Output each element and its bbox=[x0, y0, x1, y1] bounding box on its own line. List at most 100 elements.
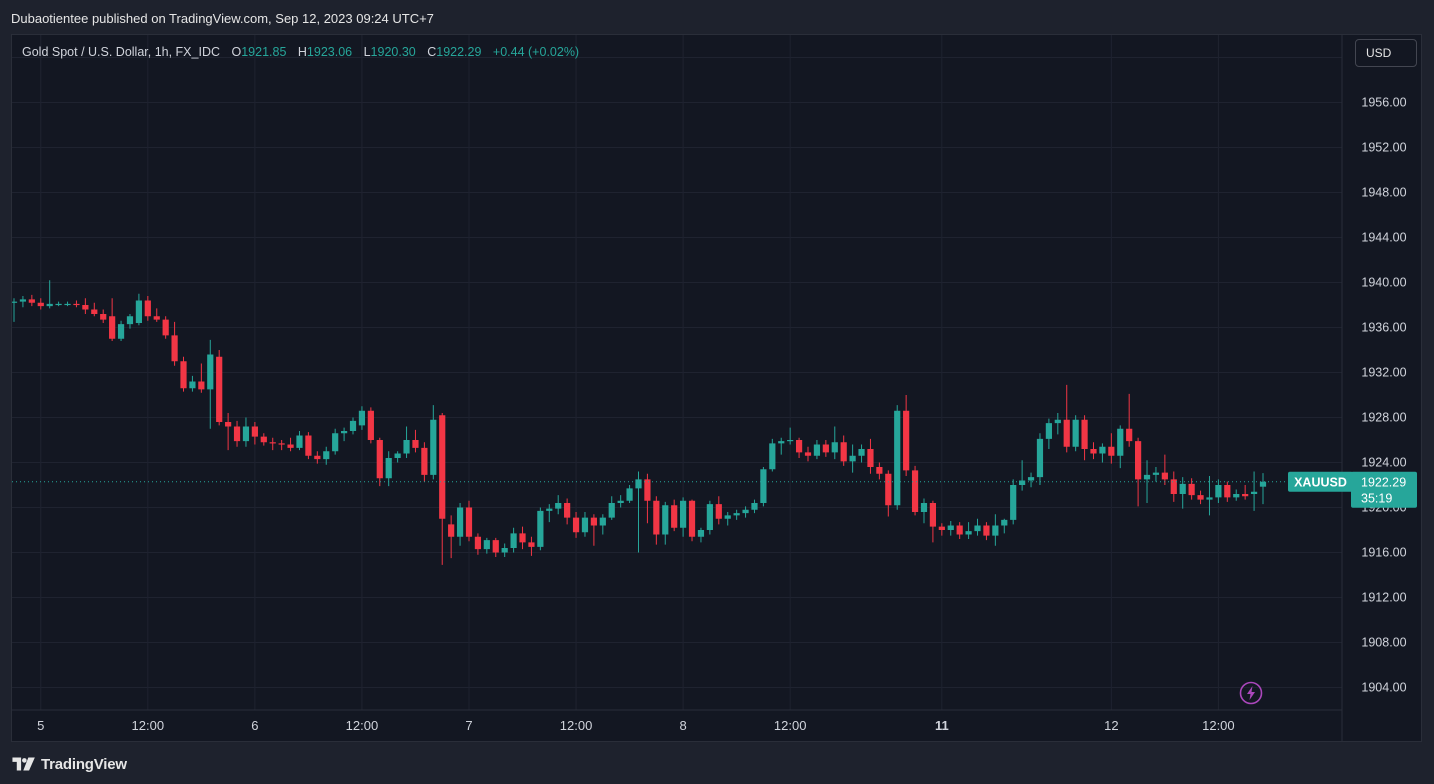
candle bbox=[778, 437, 785, 455]
candle-body bbox=[760, 469, 767, 503]
candle-body bbox=[608, 503, 615, 518]
candle-body bbox=[323, 451, 330, 460]
candle-body bbox=[1010, 485, 1017, 520]
y-tick-label: 1936.00 bbox=[1361, 321, 1406, 335]
candle bbox=[599, 514, 606, 535]
candle-body bbox=[501, 548, 508, 553]
tradingview-logo-icon[interactable] bbox=[11, 756, 37, 772]
last-price-value: 1922.29 bbox=[1361, 476, 1406, 490]
candle-body bbox=[82, 305, 89, 310]
candle-body bbox=[1188, 483, 1195, 496]
candle-body bbox=[492, 540, 499, 553]
x-tick-label: 7 bbox=[465, 718, 472, 733]
candle bbox=[1019, 460, 1026, 491]
candle bbox=[225, 413, 232, 451]
candle bbox=[367, 407, 374, 444]
candle-body bbox=[581, 517, 589, 533]
candle bbox=[1063, 384, 1070, 453]
chart-frame[interactable]: 1904.001908.001912.001916.001920.001924.… bbox=[11, 34, 1422, 742]
candle-body bbox=[733, 513, 740, 516]
candle bbox=[385, 451, 392, 487]
candle bbox=[1072, 415, 1079, 452]
bar-countdown: 35:19 bbox=[1361, 492, 1392, 506]
candle-body bbox=[233, 426, 241, 442]
candle-body bbox=[198, 381, 205, 390]
candle bbox=[162, 316, 169, 339]
candle-body bbox=[1233, 494, 1240, 498]
x-tick-label: 12:00 bbox=[560, 718, 593, 733]
candle-body bbox=[1081, 419, 1088, 449]
candle-body bbox=[1054, 419, 1061, 424]
candle-body bbox=[216, 356, 223, 422]
candle bbox=[822, 440, 829, 457]
candle-body bbox=[849, 455, 856, 462]
candle-body bbox=[929, 503, 937, 527]
y-tick-label: 1904.00 bbox=[1361, 681, 1406, 695]
high-label: H bbox=[297, 45, 307, 59]
candle-body bbox=[1135, 441, 1142, 480]
candle-body bbox=[795, 440, 803, 453]
candle bbox=[769, 438, 776, 472]
candle bbox=[483, 537, 490, 554]
x-tick-label: 11 bbox=[935, 718, 949, 733]
candle-body bbox=[1179, 483, 1186, 494]
candle bbox=[19, 296, 27, 308]
candle bbox=[1090, 442, 1097, 460]
candle-body bbox=[1108, 446, 1115, 456]
candle-body bbox=[1019, 480, 1026, 485]
candle-body bbox=[153, 316, 160, 320]
candle-body bbox=[617, 500, 624, 503]
symbol-tag-bg bbox=[1288, 471, 1353, 492]
candle bbox=[992, 514, 999, 546]
symbol-tag: XAUUSD bbox=[1294, 476, 1347, 490]
candle bbox=[216, 350, 223, 426]
candle bbox=[109, 298, 116, 341]
candle bbox=[448, 515, 455, 559]
low-value: 1920.30 bbox=[370, 45, 416, 59]
candle-body bbox=[546, 508, 553, 511]
candle-body bbox=[983, 525, 990, 536]
candle-body bbox=[858, 449, 865, 456]
candle bbox=[920, 498, 928, 524]
candle-body bbox=[519, 533, 526, 543]
candle bbox=[55, 301, 62, 307]
currency-button[interactable]: USD bbox=[1355, 39, 1417, 67]
candle bbox=[207, 339, 214, 429]
low-label: L bbox=[363, 45, 371, 59]
candle-body bbox=[385, 458, 392, 479]
x-tick-label: 5 bbox=[37, 718, 44, 733]
candle bbox=[403, 426, 410, 458]
symbol-description[interactable]: Gold Spot / U.S. Dollar, 1h, FX_IDC bbox=[22, 45, 220, 59]
candle bbox=[189, 375, 196, 392]
candle-body bbox=[599, 517, 606, 526]
candle bbox=[305, 432, 312, 460]
candle-body bbox=[894, 410, 901, 506]
candle-body bbox=[938, 526, 945, 530]
candle-body bbox=[564, 503, 571, 518]
candle bbox=[680, 497, 687, 537]
x-tick-label: 12:00 bbox=[346, 718, 379, 733]
candle-body bbox=[626, 488, 633, 501]
lightning-bolt-icon[interactable] bbox=[1239, 681, 1263, 705]
tradingview-brand[interactable]: TradingView bbox=[41, 755, 127, 773]
candle-body bbox=[885, 473, 892, 506]
high-value: 1923.06 bbox=[306, 45, 353, 59]
price-chart[interactable]: 1904.001908.001912.001916.001920.001924.… bbox=[12, 35, 1421, 741]
candle-body bbox=[724, 515, 731, 519]
change-value: +0.44 (+0.02%) bbox=[492, 45, 580, 59]
candle bbox=[894, 405, 901, 510]
candle bbox=[492, 537, 499, 557]
candle bbox=[465, 500, 473, 542]
candle-body bbox=[456, 507, 464, 537]
candle bbox=[117, 320, 125, 341]
candle-body bbox=[804, 452, 812, 456]
candle bbox=[126, 314, 134, 329]
candle-body bbox=[653, 500, 660, 535]
candle bbox=[688, 499, 696, 542]
price-tag-bg bbox=[1351, 471, 1417, 508]
candle-body bbox=[974, 525, 981, 532]
candle bbox=[251, 422, 258, 445]
candle-body bbox=[278, 443, 285, 445]
x-tick-label: 12:00 bbox=[1202, 718, 1235, 733]
candle bbox=[171, 321, 178, 366]
